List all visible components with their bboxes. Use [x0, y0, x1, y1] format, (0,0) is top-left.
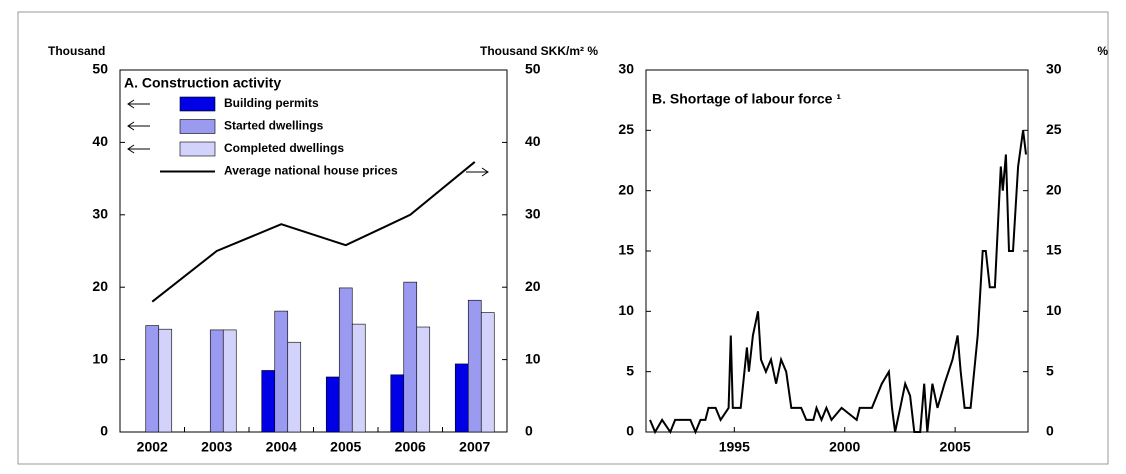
y2-tick-label: 10: [525, 350, 541, 366]
y-tick-label: 20: [92, 278, 108, 294]
y2-tick-label: 20: [1046, 181, 1062, 197]
legend-swatch: [179, 119, 216, 134]
y-tick-label: 0: [100, 423, 108, 439]
bar: [390, 374, 405, 433]
legend-label: Building permits: [224, 96, 319, 110]
bar: [158, 328, 173, 433]
legend-label: Completed dwellings: [224, 141, 344, 155]
x-tick-label: 2005: [940, 439, 971, 455]
y-tick-label: 15: [618, 242, 634, 258]
y-tick-label: 50: [92, 61, 108, 77]
y2-tick-label: 10: [1046, 302, 1062, 318]
arrows: [127, 99, 489, 177]
y-tick-label: 20: [618, 181, 634, 197]
y2-tick-label: 0: [1046, 423, 1054, 439]
legend-swatch: [179, 141, 216, 157]
x-tick-label: 2007: [459, 439, 490, 455]
y-tick-label: 10: [92, 350, 108, 366]
legend-label: Started dwellings: [224, 119, 324, 133]
y2-tick-label: 15: [1046, 242, 1062, 258]
y2-tick-label: 0: [525, 423, 533, 439]
frame: [17, 11, 1109, 465]
bar: [416, 326, 431, 433]
bar: [325, 376, 340, 433]
line: [649, 130, 1027, 435]
x-tick-label: 2000: [829, 439, 860, 455]
bar: [287, 341, 302, 433]
y2-tick-label: 25: [1046, 121, 1062, 137]
chart-title: B. Shortage of labour force ¹: [652, 91, 841, 107]
chart-title: A. Construction activity: [124, 75, 281, 91]
x-tick-label: 2002: [137, 439, 168, 455]
panel-b-frame: [645, 69, 1029, 433]
bar: [403, 281, 418, 433]
bar: [261, 370, 276, 433]
bar: [222, 329, 237, 433]
x-tick-label: 2006: [395, 439, 426, 455]
bar: [480, 312, 495, 433]
legend-swatch: [179, 96, 216, 112]
y2-tick-label: 20: [525, 278, 541, 294]
y-tick-label: 0: [626, 423, 634, 439]
y-axis-label: Thousand: [48, 44, 105, 58]
y2-tick-label: 40: [525, 133, 541, 149]
y-tick-label: 10: [618, 302, 634, 318]
x-tick-label: 2005: [330, 439, 361, 455]
y2-tick-label: 50: [525, 61, 541, 77]
y-tick-label: 30: [618, 61, 634, 77]
x-tick-label: 2003: [201, 439, 232, 455]
y-tick-label: 5: [626, 362, 634, 378]
x-tick-label: 1995: [719, 439, 750, 455]
x-tick-label: 2004: [266, 439, 297, 455]
y2-tick-label: 30: [1046, 61, 1062, 77]
y2-axis-label: Thousand SKK/m² %: [480, 44, 598, 58]
line: [151, 161, 476, 303]
y-tick-label: 40: [92, 133, 108, 149]
bar: [467, 299, 482, 433]
bar: [338, 287, 353, 433]
y2-tick-label: 30: [525, 206, 541, 222]
y2-axis-label: %: [1097, 44, 1108, 58]
y-tick-label: 25: [618, 121, 634, 137]
bar: [274, 310, 289, 433]
bar: [145, 325, 160, 433]
y2-tick-label: 5: [1046, 362, 1054, 378]
bar: [454, 363, 469, 433]
bar: [209, 329, 224, 433]
y-tick-label: 30: [92, 206, 108, 222]
bar: [351, 323, 366, 433]
legend-label: Average national house prices: [224, 164, 398, 178]
